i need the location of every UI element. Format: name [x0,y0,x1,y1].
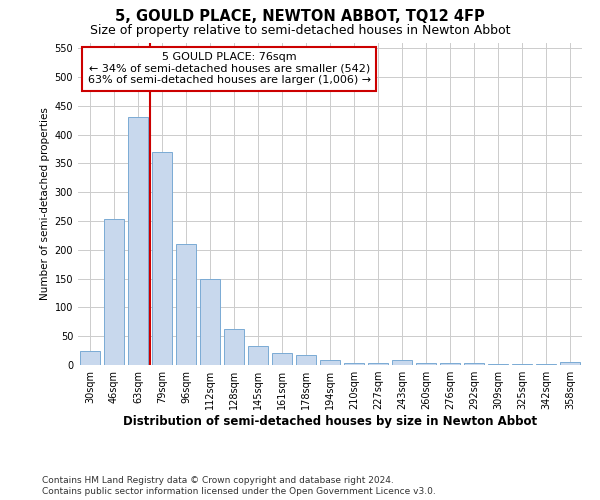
Bar [296,354,316,365]
Bar [440,364,460,365]
Bar [560,362,580,365]
Bar [512,364,532,365]
Bar [392,360,412,365]
Bar [488,364,508,365]
Bar [320,360,340,365]
Bar [536,364,556,365]
Bar [248,346,268,365]
X-axis label: Distribution of semi-detached houses by size in Newton Abbot: Distribution of semi-detached houses by … [123,415,537,428]
Bar [104,220,124,365]
Text: 5, GOULD PLACE, NEWTON ABBOT, TQ12 4FP: 5, GOULD PLACE, NEWTON ABBOT, TQ12 4FP [115,9,485,24]
Bar [176,244,196,365]
Bar [200,278,220,365]
Text: Contains public sector information licensed under the Open Government Licence v3: Contains public sector information licen… [42,487,436,496]
Bar [464,364,484,365]
Bar [152,152,172,365]
Bar [80,350,100,365]
Y-axis label: Number of semi-detached properties: Number of semi-detached properties [40,108,50,300]
Text: Size of property relative to semi-detached houses in Newton Abbot: Size of property relative to semi-detach… [90,24,510,37]
Bar [224,328,244,365]
Bar [128,118,148,365]
Text: Contains HM Land Registry data © Crown copyright and database right 2024.: Contains HM Land Registry data © Crown c… [42,476,394,485]
Bar [272,354,292,365]
Bar [416,364,436,365]
Bar [344,364,364,365]
Bar [368,364,388,365]
Text: 5 GOULD PLACE: 76sqm
← 34% of semi-detached houses are smaller (542)
63% of semi: 5 GOULD PLACE: 76sqm ← 34% of semi-detac… [88,52,371,86]
